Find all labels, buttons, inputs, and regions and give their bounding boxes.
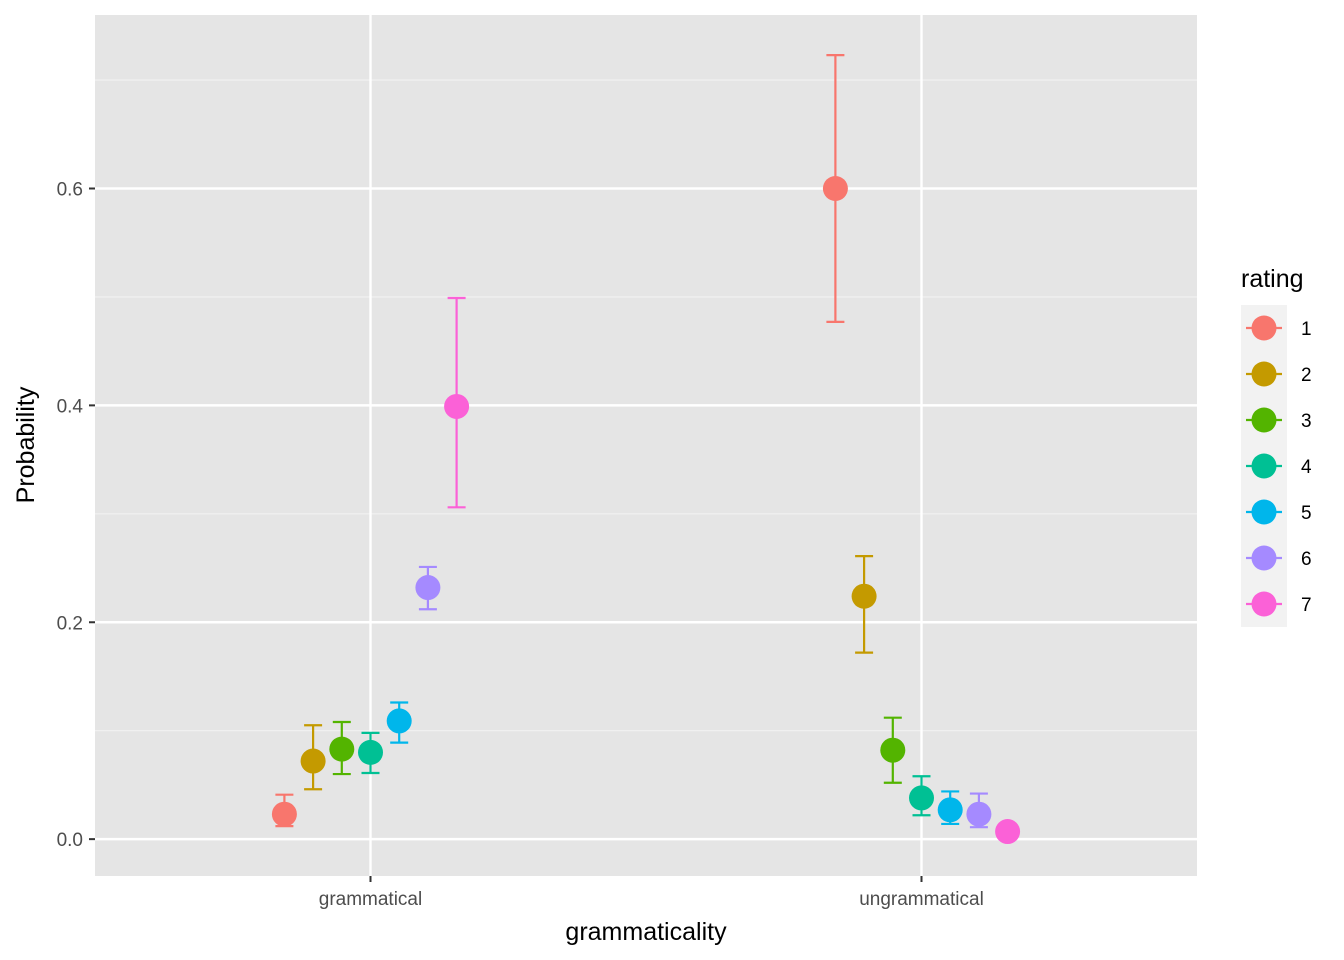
legend-item: 6	[1246, 545, 1312, 571]
x-axis-title: grammaticality	[565, 918, 727, 946]
legend-label: 4	[1301, 457, 1312, 478]
legend-item: 4	[1246, 453, 1312, 479]
data-point	[415, 575, 441, 601]
data-point-group	[444, 296, 470, 509]
legend-item: 7	[1246, 591, 1312, 617]
data-point-group	[386, 701, 412, 744]
legend-key-point	[1251, 499, 1277, 525]
legend-key-point	[1251, 407, 1277, 433]
y-tick-label: 0.2	[57, 613, 83, 634]
x-tick-label: grammatical	[319, 889, 422, 910]
legend-item: 5	[1246, 499, 1312, 525]
data-point	[358, 739, 383, 765]
legend-key-point	[1251, 361, 1277, 387]
data-point	[995, 819, 1021, 845]
data-point-group	[909, 775, 934, 817]
grid	[95, 15, 1197, 876]
data-point	[937, 797, 963, 823]
data-point	[444, 393, 470, 419]
legend-key-point	[1251, 591, 1277, 617]
data-point	[966, 801, 992, 827]
legend-item: 1	[1246, 315, 1312, 341]
legend-label: 6	[1301, 549, 1312, 570]
data-point-group	[851, 555, 877, 654]
data-point	[386, 708, 412, 734]
data-point-group	[358, 731, 383, 775]
legend-item: 2	[1246, 361, 1312, 387]
x-tick-label: ungrammatical	[859, 889, 984, 910]
legend-label: 2	[1301, 365, 1312, 386]
data-point-group	[415, 565, 441, 611]
legend-key-point	[1251, 545, 1277, 571]
data-point-group	[966, 792, 992, 829]
data-point-group	[300, 724, 326, 791]
panel-background	[95, 15, 1197, 876]
data-point	[851, 583, 877, 609]
data-point	[880, 737, 906, 763]
data-point	[909, 785, 934, 811]
legend: rating 1 2 3 4 5 6 7	[1241, 265, 1312, 627]
data-point-group	[271, 793, 297, 828]
data-point-group	[880, 716, 906, 784]
data-point-group	[995, 819, 1021, 845]
legend-label: 3	[1301, 411, 1312, 432]
legend-label: 1	[1301, 319, 1312, 340]
data-marks	[271, 54, 1021, 845]
x-axis: grammatical ungrammatical	[319, 876, 984, 910]
legend-label: 5	[1301, 503, 1312, 524]
data-point-group	[937, 790, 963, 826]
legend-label: 7	[1301, 595, 1312, 616]
y-tick-label: 0.6	[57, 180, 83, 201]
data-point-group	[329, 720, 355, 776]
data-point	[329, 736, 355, 762]
legend-key-point	[1251, 315, 1277, 341]
data-point-group	[822, 54, 848, 323]
y-tick-label: 0.0	[57, 830, 83, 851]
legend-title: rating	[1241, 265, 1304, 293]
legend-key-point	[1251, 453, 1277, 479]
y-tick-label: 0.4	[57, 396, 84, 417]
legend-item: 3	[1246, 407, 1312, 433]
data-point	[300, 748, 326, 774]
y-axis-title: Probability	[12, 386, 40, 503]
y-axis: 0.0 0.2 0.4 0.6	[57, 180, 95, 851]
data-point	[271, 801, 297, 827]
data-point	[822, 176, 848, 202]
